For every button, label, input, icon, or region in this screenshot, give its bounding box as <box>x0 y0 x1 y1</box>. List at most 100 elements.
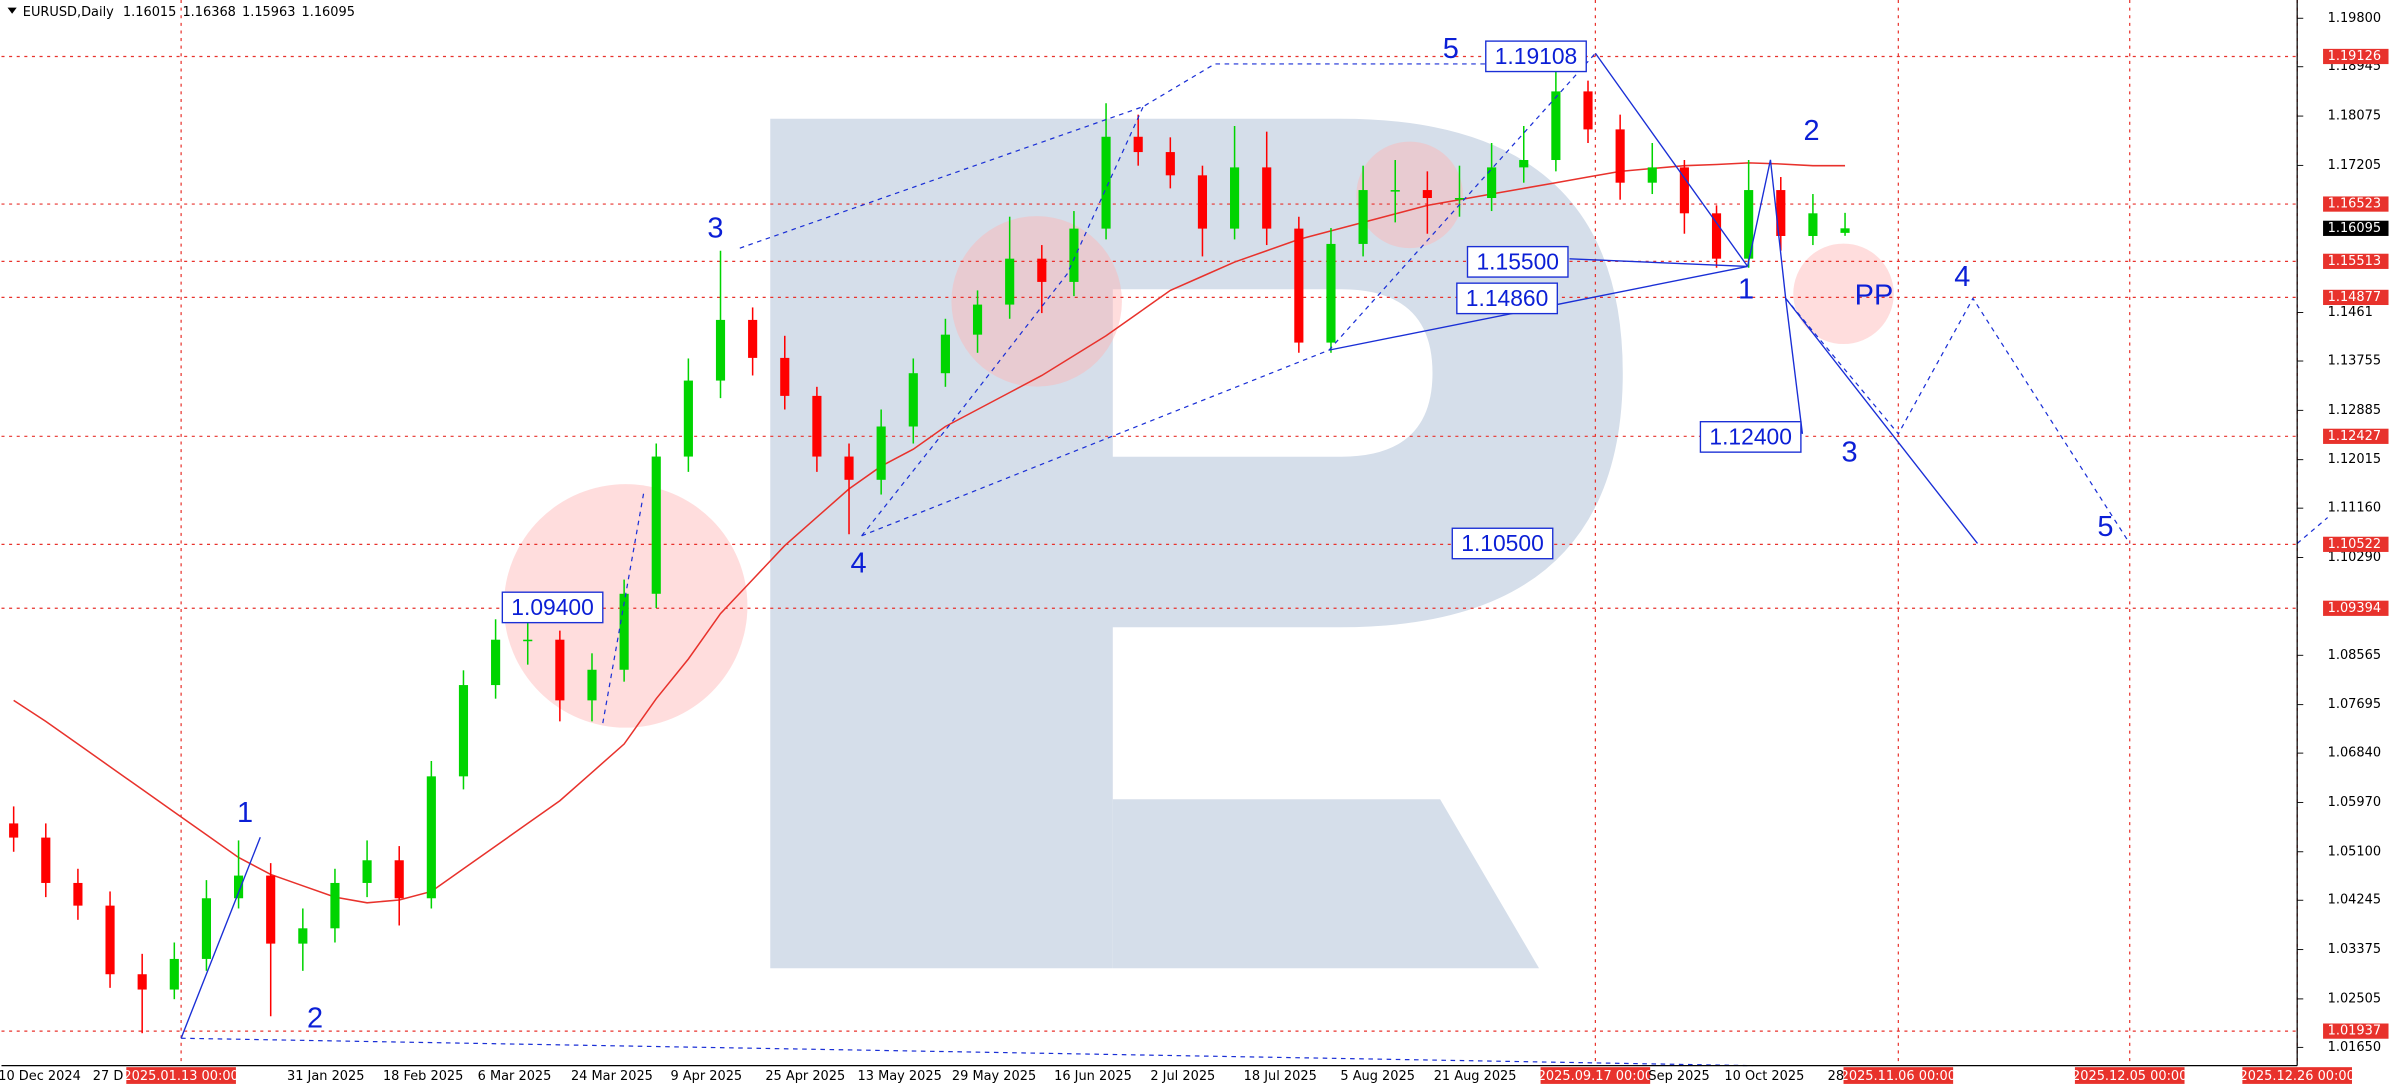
y-tick-label: 1.03375 <box>2328 942 2381 957</box>
date-marker-label: 2025.12.26 00:00 <box>2240 1069 2355 1084</box>
candle-body <box>9 823 19 838</box>
y-tick-label: 1.04245 <box>2328 893 2381 908</box>
candle-body <box>201 898 212 959</box>
candle-body <box>1197 175 1208 229</box>
wave-label: 3 <box>707 213 723 245</box>
date-marker-label: 2025.11.06 00:00 <box>1841 1069 1956 1084</box>
candle-body <box>426 776 436 899</box>
y-tick-label: 1.17205 <box>2328 158 2381 173</box>
wave-label: 2 <box>1804 115 1820 147</box>
candle-body <box>330 882 340 929</box>
x-tick-label: 18 Feb 2025 <box>383 1069 463 1084</box>
symbol: EURUSD,Daily <box>23 5 114 20</box>
note-box <box>1485 40 1587 73</box>
ohlc-value: 1.16368 <box>182 5 235 20</box>
note-box <box>1456 282 1559 315</box>
candle-body <box>1776 190 1786 236</box>
candle-body <box>1551 91 1561 161</box>
candle-body <box>940 334 950 374</box>
wave-label: PP <box>1855 279 1894 311</box>
y-tick-label: 1.13755 <box>2328 354 2381 369</box>
wave-dotted-lines <box>181 52 2329 1067</box>
candle-body <box>908 373 918 427</box>
note-label: 1.09400 <box>511 594 594 620</box>
candle-body <box>1358 190 1368 244</box>
date-marker-box <box>1843 1067 1954 1084</box>
wave-label: 5 <box>1443 33 1459 65</box>
candle-body <box>1422 190 1432 199</box>
wave-label: 3 <box>1842 436 1858 468</box>
candle-body <box>587 669 597 701</box>
date-marker-box <box>2242 1067 2352 1084</box>
x-tick-label: Sep 2025 <box>1648 1069 1709 1084</box>
candle-body <box>298 928 308 944</box>
y-tick-label: 1.05970 <box>2328 795 2381 810</box>
level-label: 1.15513 <box>2328 254 2381 269</box>
header: EURUSD,Daily 1.16015 1.16368 1.15963 1.16095 <box>23 5 355 20</box>
candle-body <box>1101 136 1111 229</box>
level-box <box>2323 253 2389 269</box>
x-tick-label: 6 Mar 2025 <box>478 1069 552 1084</box>
level-box <box>2323 289 2389 306</box>
candle-body <box>362 860 372 883</box>
candle-body <box>73 882 83 906</box>
current-price-label: 1.16095 <box>2328 221 2381 236</box>
candle-body <box>715 319 726 381</box>
note-box <box>1466 245 1569 278</box>
note-label: 1.12400 <box>1709 423 1792 449</box>
date-marker-box <box>126 1067 236 1084</box>
candle-body <box>458 685 469 777</box>
candle-body <box>523 639 533 642</box>
candle-body <box>1230 167 1240 229</box>
x-tick-label: 27 D <box>93 1069 124 1084</box>
candle-body <box>1583 91 1593 130</box>
wave-label: 1 <box>1738 273 1754 305</box>
candle-body <box>105 905 115 975</box>
candle-body <box>169 958 179 990</box>
candle-body <box>1647 167 1657 183</box>
candle-body <box>1390 190 1400 192</box>
y-tick-label: 1.12015 <box>2328 452 2381 467</box>
y-tick-label: 1.08565 <box>2328 648 2381 663</box>
x-tick-label: 24 Mar 2025 <box>571 1069 653 1084</box>
x-tick-label: 10 Oct 2025 <box>1724 1069 1804 1084</box>
date-marker-label: 2025.09.17 00:00 <box>1538 1069 1653 1084</box>
wave-label: 4 <box>851 547 867 579</box>
y-tick-label: 1.07695 <box>2328 697 2381 712</box>
wave-lines <box>180 52 1979 1039</box>
candle-body <box>1262 167 1272 229</box>
note-box <box>501 591 604 624</box>
note-label: 1.19108 <box>1495 43 1578 69</box>
candle-body <box>1037 258 1047 282</box>
menu-icon[interactable] <box>7 7 17 14</box>
y-tick-label: 1.05100 <box>2328 844 2381 859</box>
x-tick-label: 25 Apr 2025 <box>765 1069 845 1084</box>
level-label: 1.16523 <box>2328 197 2381 212</box>
candle-body <box>812 395 822 457</box>
candle-body <box>1165 152 1175 176</box>
level-box <box>2323 1023 2389 1039</box>
candle-body <box>1840 228 1850 233</box>
x-tick-label: 28 <box>1828 1069 1844 1084</box>
date-marker-box <box>2074 1067 2185 1084</box>
logo <box>770 118 1623 969</box>
x-tick-label: 29 May 2025 <box>952 1069 1036 1084</box>
ma-line <box>13 162 1846 904</box>
candle-body <box>1294 228 1304 343</box>
y-tick-label: 1.1461 <box>2328 305 2373 320</box>
level-box <box>2323 600 2389 616</box>
note-label: 1.10500 <box>1461 530 1544 556</box>
date-marker-label: 2025.01.13 00:00 <box>123 1069 238 1084</box>
candle-body <box>1005 258 1015 305</box>
wave-label: 2 <box>307 1003 323 1035</box>
candle-body <box>266 875 276 944</box>
candle-body <box>1133 136 1143 153</box>
date-marker-box <box>1540 1067 1651 1084</box>
candle-body <box>1487 167 1497 199</box>
x-tick-label: 5 Aug 2025 <box>1340 1069 1415 1084</box>
candle-body <box>619 593 629 670</box>
candle-body <box>233 875 244 899</box>
x-tick-label: 31 Jan 2025 <box>287 1069 364 1084</box>
